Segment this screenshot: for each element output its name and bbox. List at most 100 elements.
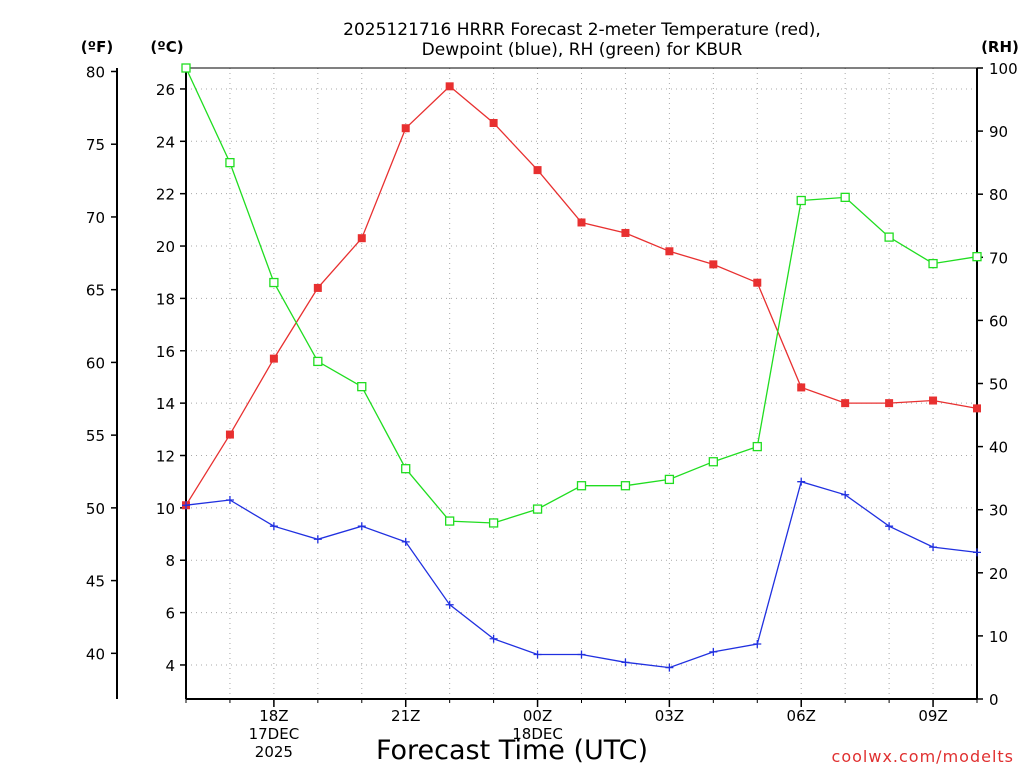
series-temperature [182, 82, 981, 510]
celsius-tick-label: 12 [156, 448, 175, 466]
dewpoint-marker [401, 537, 410, 546]
temperature-marker [533, 166, 542, 175]
temperature-marker [489, 118, 498, 127]
rh-marker [313, 356, 323, 367]
rh-marker [532, 504, 543, 514]
x-tick-label: 00Z [523, 707, 552, 725]
rh-marker [401, 464, 411, 474]
celsius-tick-label: 8 [165, 552, 175, 570]
celsius-tick-label: 20 [156, 238, 175, 256]
rh-tick-label: 70 [989, 249, 1008, 267]
temperature-marker [445, 82, 454, 91]
dewpoint-marker [753, 640, 762, 649]
dewpoint-marker [445, 600, 454, 609]
rh-marker [181, 63, 191, 73]
rh-tick-label: 50 [989, 376, 1008, 394]
fahrenheit-unit-label: (ºF) [81, 38, 113, 56]
temperature-marker [665, 247, 674, 256]
chart-title-line2: Dewpoint (blue), RH (green) for KBUR [422, 40, 743, 60]
rh-tick-label: 100 [989, 60, 1018, 78]
x-tick-label: 09Z [918, 707, 947, 725]
rh-marker [796, 195, 806, 206]
dewpoint-marker [621, 658, 630, 667]
rh-marker [972, 252, 982, 262]
rh-marker [445, 516, 455, 526]
rh-tick-label: 60 [989, 312, 1008, 330]
rh-tick-label: 0 [989, 691, 999, 709]
x-tick-label: 06Z [787, 707, 816, 725]
temperature-marker [225, 430, 234, 439]
rh-tick-label: 20 [989, 565, 1008, 583]
rh-marker [357, 382, 367, 392]
fahrenheit-tick-label: 45 [86, 573, 105, 591]
celsius-tick-label: 6 [165, 605, 175, 623]
celsius-tick-label: 10 [156, 500, 175, 518]
rh-marker [620, 481, 631, 491]
fahrenheit-tick-label: 55 [86, 427, 105, 445]
dewpoint-marker [973, 548, 981, 557]
x-tick-label: 18Z [259, 707, 288, 725]
grid-lines [186, 68, 977, 699]
fahrenheit-tick-label: 40 [86, 645, 105, 663]
x-tick-label: 03Z [655, 707, 684, 725]
dewpoint-marker [313, 535, 322, 544]
fahrenheit-tick-label: 65 [86, 282, 105, 300]
dewpoint-marker [665, 663, 674, 672]
dewpoint-line [185, 480, 978, 669]
credit-text: coolwx.com/modelts [832, 747, 1014, 766]
rh-marker [928, 258, 938, 269]
temperature-marker [885, 399, 894, 408]
dewpoint-marker [885, 522, 894, 531]
rh-tick-label: 10 [989, 628, 1008, 646]
rh-marker [225, 157, 235, 168]
rh-marker [840, 192, 850, 203]
dewpoint-marker [182, 501, 190, 510]
rh-marker [708, 457, 718, 467]
data-series [181, 63, 982, 672]
rh-marker [752, 441, 762, 452]
celsius-tick-label: 24 [156, 133, 175, 151]
rh-tick-label: 80 [989, 186, 1008, 204]
rh-line [185, 67, 978, 524]
rh-marker [664, 474, 675, 485]
dewpoint-marker [577, 650, 586, 659]
temperature-marker [753, 278, 762, 287]
rh-marker [488, 518, 499, 528]
fahrenheit-tick-label: 80 [86, 63, 105, 81]
temperature-marker [929, 396, 938, 405]
temperature-marker [401, 124, 410, 133]
dewpoint-marker [489, 634, 498, 643]
celsius-unit-label: (ºC) [150, 38, 183, 56]
dewpoint-marker [357, 522, 366, 531]
temperature-marker [621, 228, 630, 237]
celsius-tick-label: 16 [156, 343, 175, 361]
fahrenheit-tick-label: 60 [86, 354, 105, 372]
fahrenheit-tick-label: 70 [86, 209, 105, 227]
rh-marker [576, 481, 587, 491]
rh-marker [884, 232, 894, 242]
x-tick-label: 18DEC [512, 725, 563, 743]
temperature-marker [841, 399, 850, 408]
celsius-tick-label: 14 [156, 395, 175, 413]
x-tick-label: 17DEC [249, 725, 300, 743]
fahrenheit-tick-label: 50 [86, 500, 105, 518]
rh-tick-label: 30 [989, 502, 1008, 520]
temperature-marker [973, 404, 981, 413]
rh-unit-label: (RH) [981, 38, 1019, 56]
temperature-line [185, 85, 978, 506]
rh-tick-label: 90 [989, 123, 1008, 141]
x-tick-label: 2025 [255, 743, 293, 761]
plot-frame [116, 67, 978, 700]
dewpoint-marker [841, 490, 850, 499]
dewpoint-marker [225, 496, 234, 505]
temperature-marker [577, 218, 586, 227]
celsius-tick-label: 26 [156, 81, 175, 99]
chart-title-line1: 2025121716 HRRR Forecast 2-meter Tempera… [343, 20, 821, 40]
dewpoint-marker [797, 477, 806, 486]
celsius-tick-label: 4 [165, 657, 175, 675]
x-axis-label: Forecast Time (UTC) [376, 735, 648, 766]
rh-marker [269, 277, 279, 288]
celsius-tick-label: 18 [156, 290, 175, 308]
dewpoint-marker [533, 650, 542, 659]
